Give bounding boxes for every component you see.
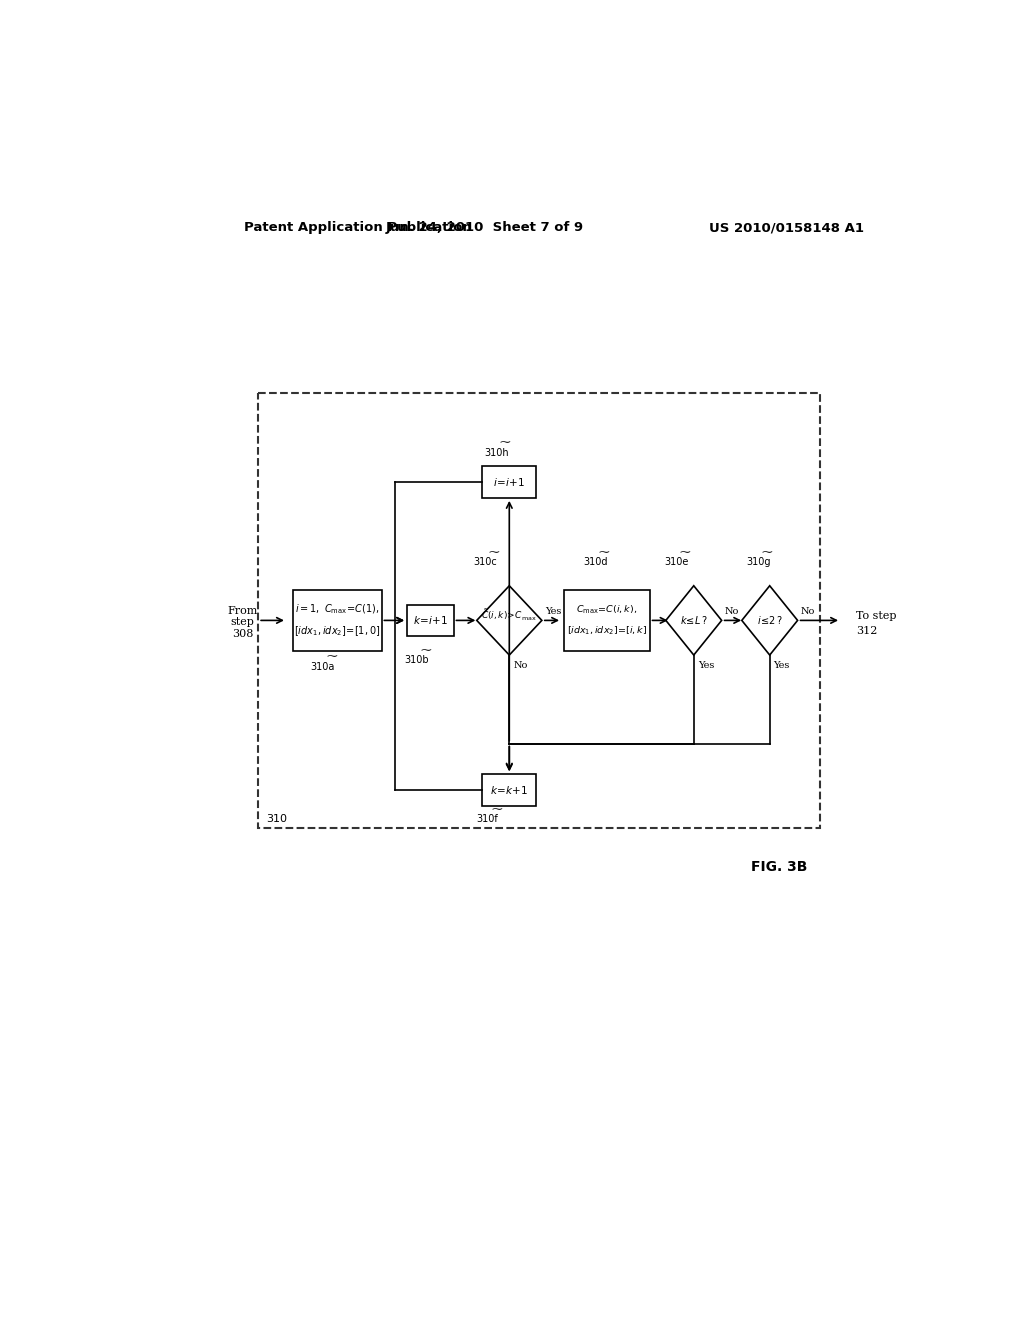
Bar [564,590,649,651]
Text: ~: ~ [420,644,432,659]
Bar [482,466,537,498]
Text: $i=1,\ C_{\rm max}\!=\!C(1),$: $i=1,\ C_{\rm max}\!=\!C(1),$ [295,603,380,616]
Text: ~: ~ [678,545,691,560]
Text: ~: ~ [761,545,773,560]
Bar [482,774,537,807]
Text: Yes: Yes [697,661,714,671]
Text: 310g: 310g [746,557,771,566]
Text: 310h: 310h [484,447,509,458]
Text: US 2010/0158148 A1: US 2010/0158148 A1 [710,222,864,234]
Text: $k\!=\!i\!+\!1$: $k\!=\!i\!+\!1$ [413,614,447,627]
Text: Jun. 24, 2010  Sheet 7 of 9: Jun. 24, 2010 Sheet 7 of 9 [385,222,584,234]
Text: $k\!\leq\!L\,?$: $k\!\leq\!L\,?$ [680,614,708,627]
Text: 310f: 310f [477,814,499,824]
Text: 310a: 310a [310,661,335,672]
Text: 310e: 310e [665,557,689,566]
Text: $k\!=\!k\!+\!1$: $k\!=\!k\!+\!1$ [490,784,528,796]
Text: 312: 312 [856,626,878,636]
Text: ~: ~ [598,545,610,560]
Text: 310b: 310b [403,656,428,665]
Polygon shape [741,586,798,655]
Bar [407,605,454,636]
Text: Patent Application Publication: Patent Application Publication [245,222,472,234]
Text: ~: ~ [499,437,511,450]
Text: ~: ~ [490,803,504,817]
Polygon shape [477,586,542,655]
Text: 310: 310 [266,814,287,824]
Text: ~: ~ [487,545,501,560]
Text: FIG. 3B: FIG. 3B [751,859,807,874]
Text: $i\!=\!i\!+\!1$: $i\!=\!i\!+\!1$ [494,475,525,488]
Text: No: No [725,607,739,615]
Text: $\tilde{C}(i,k)\!>\!C_{\rm max}$: $\tilde{C}(i,k)\!>\!C_{\rm max}$ [481,609,538,623]
Text: No: No [801,607,815,615]
Bar [293,590,382,651]
Text: 308: 308 [232,630,253,639]
Text: $C_{\rm max}\!=\!C(i,k),$: $C_{\rm max}\!=\!C(i,k),$ [577,603,638,616]
Text: No: No [513,661,527,671]
Text: To step: To step [856,611,897,620]
Polygon shape [666,586,722,655]
Text: $i\!\leq\!2\,?$: $i\!\leq\!2\,?$ [757,614,782,627]
Text: Yes: Yes [545,607,561,615]
Text: $[idx_1,idx_2]\!=\![i,k]$: $[idx_1,idx_2]\!=\![i,k]$ [567,624,647,638]
Text: step: step [230,616,255,627]
Text: From: From [227,606,258,616]
Text: 310d: 310d [584,557,608,566]
Bar [258,393,820,829]
Text: ~: ~ [326,651,338,664]
Text: $[idx_1, idx_2]\!=\![1,0]$: $[idx_1, idx_2]\!=\![1,0]$ [294,624,380,638]
Text: Yes: Yes [773,661,790,671]
Text: 310c: 310c [474,557,498,566]
